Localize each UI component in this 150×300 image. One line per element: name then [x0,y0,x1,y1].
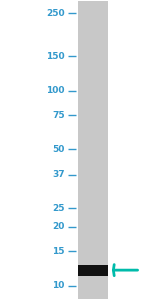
Text: 150: 150 [46,52,65,61]
Text: 50: 50 [52,145,65,154]
Text: 250: 250 [46,9,65,18]
Text: 75: 75 [52,111,65,120]
Text: 20: 20 [52,222,65,231]
Bar [78,1,108,299]
Bar [78,265,108,276]
Text: 25: 25 [52,203,65,212]
Text: 15: 15 [52,247,65,256]
Text: 37: 37 [52,170,65,179]
Text: 10: 10 [52,281,65,290]
Text: 100: 100 [46,86,65,95]
